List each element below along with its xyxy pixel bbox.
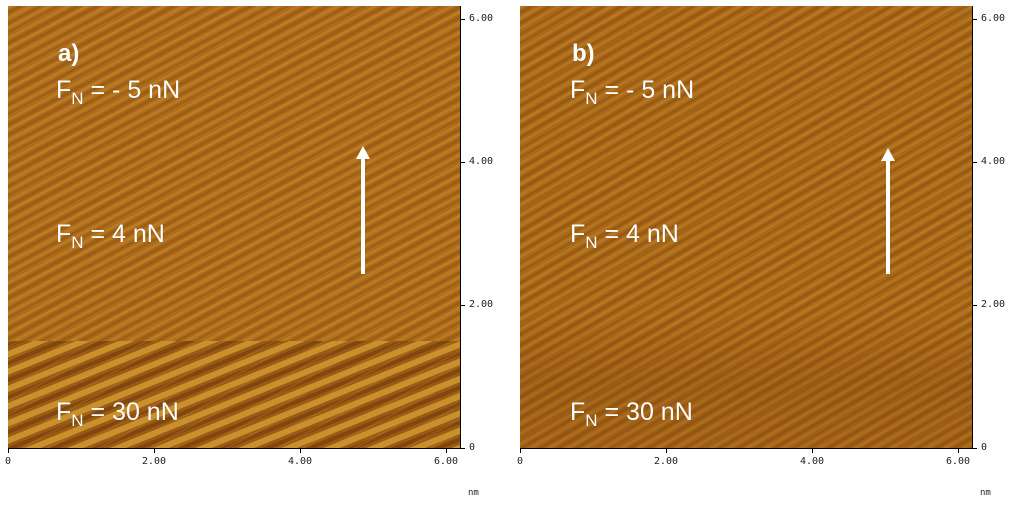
force-subscript: N	[71, 89, 84, 108]
x-tick-label: 0	[4, 456, 12, 467]
afm-texture-a	[8, 6, 460, 448]
y-tick-label: 4.00	[981, 156, 1006, 167]
y-tick: 2.00	[460, 299, 510, 311]
afm-image-a	[8, 6, 460, 448]
y-axis: 0 2.00 4.00 6.00	[972, 6, 1022, 453]
force-symbol: F	[56, 398, 72, 426]
y-tick-label: 2.00	[469, 299, 494, 310]
x-axis: 0 2.00 4.00 6.00 nm	[5, 448, 479, 505]
y-tick: 4.00	[972, 156, 1022, 168]
x-tick-label: 2.00	[653, 456, 679, 467]
axis-unit: nm	[980, 488, 991, 498]
x-tick: 4.00	[270, 448, 330, 472]
force-label-middle: FN = 4 nN	[570, 220, 679, 252]
afm-texture-b	[520, 6, 972, 448]
x-tick: 2.00	[124, 448, 184, 472]
y-tick-label: 2.00	[981, 299, 1006, 310]
y-tick-label: 4.00	[469, 156, 494, 167]
force-subscript: N	[71, 233, 84, 252]
x-tick-label: 4.00	[799, 456, 825, 467]
x-tick-label: 0	[516, 456, 524, 467]
y-tick: 6.00	[460, 13, 510, 25]
force-value: = 4 nN	[597, 220, 679, 248]
x-tick: 6.00	[928, 448, 988, 472]
force-label-top: FN = - 5 nN	[56, 76, 181, 108]
force-label-bottom: FN = 30 nN	[570, 398, 693, 430]
force-label-top: FN = - 5 nN	[570, 76, 695, 108]
force-subscript: N	[71, 411, 84, 430]
force-subscript: N	[585, 89, 598, 108]
force-symbol: F	[570, 220, 586, 248]
x-tick: 4.00	[782, 448, 842, 472]
force-symbol: F	[56, 76, 72, 104]
force-value: = - 5 nN	[83, 76, 181, 104]
y-axis-line	[460, 6, 461, 448]
x-axis-line	[8, 448, 460, 449]
force-symbol: F	[570, 76, 586, 104]
axis-unit: nm	[468, 488, 479, 498]
panel-letter: b)	[572, 40, 595, 67]
x-tick: 6.00	[416, 448, 476, 472]
x-tick-label: 6.00	[945, 456, 971, 467]
panel-a: a) FN = - 5 nN FN = 4 nN FN = 30 nN 0 2.…	[0, 0, 510, 505]
force-value: = 30 nN	[83, 398, 179, 426]
x-tick: 0	[490, 448, 550, 472]
force-symbol: F	[570, 398, 586, 426]
x-tick-label: 2.00	[141, 456, 167, 467]
y-tick: 6.00	[972, 13, 1022, 25]
y-tick-label: 6.00	[469, 13, 494, 24]
force-label-middle: FN = 4 nN	[56, 220, 165, 252]
force-subscript: N	[585, 411, 598, 430]
x-tick-label: 6.00	[433, 456, 459, 467]
force-value: = 30 nN	[597, 398, 693, 426]
up-arrow-icon	[881, 148, 895, 274]
y-tick: 0	[972, 442, 1022, 454]
y-tick: 0	[460, 442, 510, 454]
y-tick: 4.00	[460, 156, 510, 168]
y-tick-label: 6.00	[981, 13, 1006, 24]
afm-image-b	[520, 6, 972, 448]
x-tick: 0	[0, 448, 38, 472]
panel-letter: a)	[58, 40, 80, 67]
y-tick: 2.00	[972, 299, 1022, 311]
y-axis-line	[972, 6, 973, 448]
force-value: = 4 nN	[83, 220, 165, 248]
force-symbol: F	[56, 220, 72, 248]
force-label-bottom: FN = 30 nN	[56, 398, 179, 430]
y-axis: 0 2.00 4.00 6.00	[460, 6, 510, 453]
y-tick-label: 0	[469, 442, 476, 453]
panel-b: b) FN = - 5 nN FN = 4 nN FN = 30 nN 0 2.…	[512, 0, 1022, 505]
force-value: = - 5 nN	[597, 76, 695, 104]
y-tick-label: 0	[981, 442, 988, 453]
x-tick-label: 4.00	[287, 456, 313, 467]
x-axis-line	[520, 448, 972, 449]
up-arrow-icon	[356, 146, 370, 274]
force-subscript: N	[585, 233, 598, 252]
x-tick: 2.00	[636, 448, 696, 472]
x-axis: 0 2.00 4.00 6.00 nm	[517, 448, 991, 505]
